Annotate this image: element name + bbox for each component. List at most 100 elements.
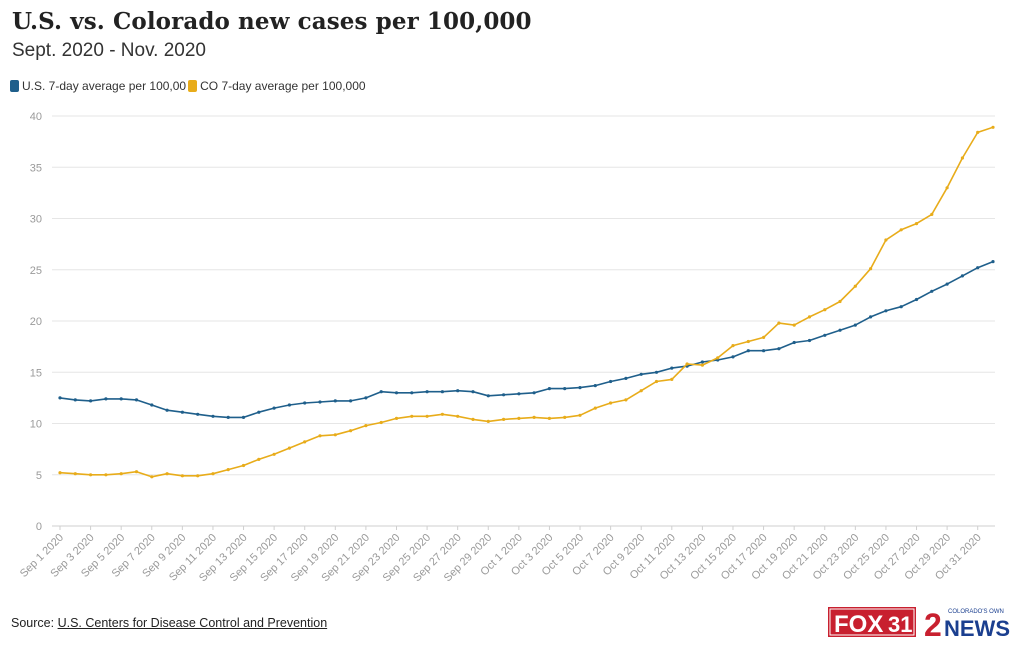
data-point-co [502,417,506,421]
data-point-co [563,415,567,419]
data-point-co [134,470,139,474]
data-point-co [196,474,200,478]
data-point-co [379,420,383,425]
news-text: NEWS [944,616,1010,639]
data-point-us [410,391,414,395]
data-point-us [440,390,444,394]
data-point-co [914,222,919,226]
data-point-co [899,228,903,232]
data-point-co [639,389,643,393]
data-point-co [440,412,444,416]
data-point-us [624,376,628,380]
chart-title: U.S. vs. Colorado new cases per 100,000 [12,8,532,35]
chart-subtitle: Sept. 2020 - Nov. 2020 [12,40,206,61]
data-point-co [945,186,949,190]
data-point-co [670,377,674,381]
data-point-co [471,417,475,421]
data-point-us [241,415,246,419]
data-point-us [945,282,949,286]
source-prefix: Source: [11,616,55,630]
chart-legend: U.S. 7-day average per 100,00 CO 7-day a… [10,79,368,93]
data-point-co [456,414,460,418]
data-point-us [869,315,873,319]
data-point-co [89,473,93,477]
y-tick-label: 10 [30,419,42,431]
data-point-co [838,299,842,304]
data-point-us [303,401,307,405]
data-point-co [394,416,399,420]
data-point-us [670,366,674,370]
data-point-us [471,390,475,394]
data-point-us [777,347,781,351]
data-point-co [211,472,215,476]
data-point-co [241,463,246,468]
data-point-co [150,475,154,479]
data-point-co [762,335,766,339]
data-point-us [58,396,62,400]
data-point-co [272,452,276,456]
data-point-us [333,399,337,403]
data-point-us [211,414,215,418]
data-point-us [379,390,383,394]
data-point-co [746,339,750,344]
data-point-us [654,370,659,374]
data-point-us [884,309,888,313]
fox31-logo: FOX 31 [828,607,916,638]
data-point-co [425,414,429,418]
data-point-us [150,403,154,407]
data-point-us [639,372,643,376]
data-point-co [104,473,108,477]
data-point-us [89,399,93,403]
data-point-us [517,392,521,396]
data-point-co [180,474,184,478]
data-point-us [349,399,353,403]
news-number: 2 [924,607,942,639]
news-tagline: COLORADO'S OWN [948,609,1004,615]
data-point-us [853,323,857,327]
data-point-co [853,284,857,288]
data-point-us [425,390,429,394]
data-point-co [532,415,536,419]
data-point-us [287,403,291,407]
data-point-co [731,344,735,348]
legend-item-co[interactable]: CO 7-day average per 100,000 [188,79,366,93]
data-point-us [731,355,735,359]
data-point-co [165,472,169,476]
data-point-us [593,384,597,388]
y-tick-label: 15 [30,367,42,379]
data-point-co [119,472,123,476]
data-point-us [823,333,827,337]
data-point-co [807,315,812,319]
data-point-co [547,416,552,420]
y-tick-label: 20 [30,316,42,328]
data-point-us [318,400,322,404]
y-tick-label: 25 [30,265,42,277]
data-point-us [762,349,766,353]
data-point-co [930,212,934,216]
data-point-co [73,472,77,476]
data-point-us [930,289,934,293]
legend-item-us[interactable]: U.S. 7-day average per 100,00 [10,79,186,93]
data-point-co [287,446,291,450]
data-point-co [869,267,873,271]
y-tick-label: 40 [30,111,42,123]
data-point-us [746,349,750,353]
data-point-us [134,398,139,402]
data-point-co [960,156,965,160]
data-point-us [364,396,368,400]
data-point-us [700,360,705,364]
source-note: Source: U.S. Centers for Disease Control… [11,616,327,630]
data-point-us [563,387,567,391]
data-point-us [792,340,796,345]
y-tick-label: 0 [36,521,42,533]
fox-text: FOX [834,611,883,638]
data-point-us [394,391,399,395]
source-link[interactable]: U.S. Centers for Disease Control and Pre… [57,616,328,630]
data-point-co [578,413,582,417]
channel2-news-logo: 2 COLORADO'S OWN NEWS [924,607,1010,639]
data-point-co [777,321,781,325]
data-point-us [456,389,460,393]
series-line-us [59,260,994,419]
data-point-co [654,379,659,384]
